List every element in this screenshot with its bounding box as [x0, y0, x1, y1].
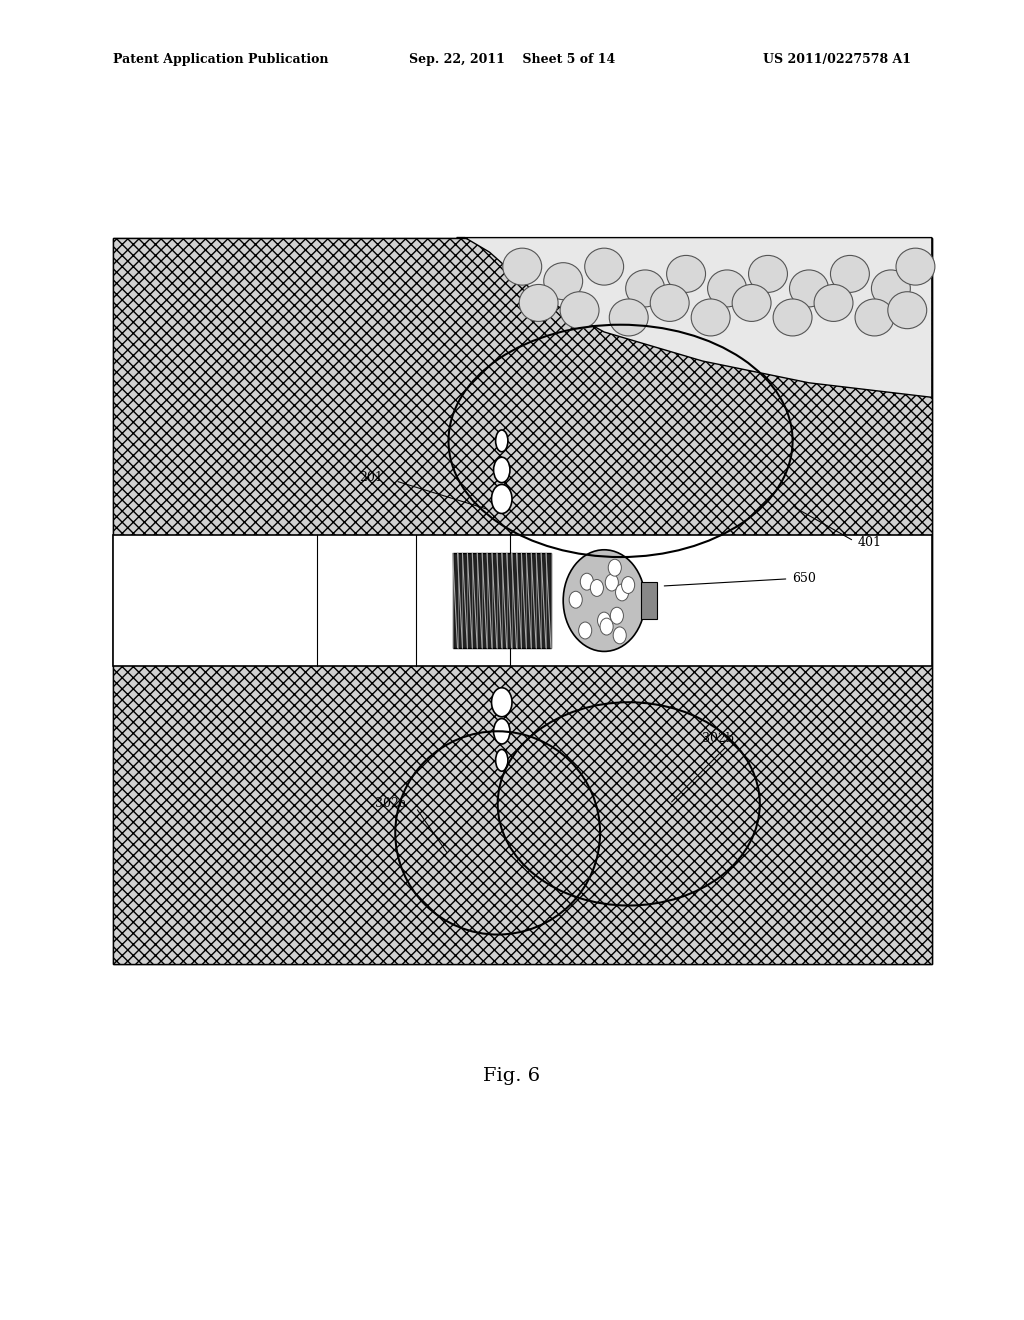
- Bar: [113, 536, 932, 665]
- Polygon shape: [457, 238, 932, 397]
- Ellipse shape: [691, 298, 730, 337]
- Circle shape: [608, 560, 622, 576]
- Ellipse shape: [888, 292, 927, 329]
- Circle shape: [610, 607, 624, 624]
- Text: 302b: 302b: [702, 733, 734, 744]
- Ellipse shape: [494, 457, 510, 483]
- Bar: [453, 553, 551, 648]
- Ellipse shape: [503, 248, 542, 285]
- Ellipse shape: [650, 285, 689, 322]
- Ellipse shape: [496, 750, 508, 771]
- Ellipse shape: [560, 292, 599, 329]
- Text: 302a: 302a: [375, 797, 407, 810]
- Ellipse shape: [896, 248, 935, 285]
- Ellipse shape: [544, 263, 583, 300]
- Ellipse shape: [708, 269, 746, 306]
- Ellipse shape: [492, 688, 512, 717]
- Ellipse shape: [855, 298, 894, 337]
- Circle shape: [569, 591, 583, 609]
- Text: Patent Application Publication: Patent Application Publication: [113, 53, 328, 66]
- Ellipse shape: [790, 269, 828, 306]
- Ellipse shape: [749, 256, 787, 293]
- Ellipse shape: [492, 484, 512, 513]
- Circle shape: [579, 622, 592, 639]
- Circle shape: [622, 577, 635, 594]
- Text: 401: 401: [858, 536, 882, 549]
- Bar: [113, 238, 932, 964]
- Ellipse shape: [871, 269, 910, 306]
- Text: 201: 201: [359, 471, 383, 483]
- Circle shape: [600, 618, 613, 635]
- Circle shape: [598, 612, 610, 630]
- Ellipse shape: [494, 718, 510, 744]
- Text: Fig. 6: Fig. 6: [483, 1067, 541, 1085]
- Ellipse shape: [585, 248, 624, 285]
- Ellipse shape: [496, 430, 508, 451]
- Ellipse shape: [609, 298, 648, 337]
- Ellipse shape: [563, 549, 645, 652]
- Ellipse shape: [830, 256, 869, 293]
- Circle shape: [605, 574, 618, 591]
- Ellipse shape: [519, 285, 558, 322]
- Ellipse shape: [773, 298, 812, 337]
- Ellipse shape: [667, 256, 706, 293]
- Circle shape: [613, 627, 627, 644]
- Text: US 2011/0227578 A1: US 2011/0227578 A1: [763, 53, 911, 66]
- Circle shape: [591, 579, 603, 597]
- Bar: [641, 582, 657, 619]
- Ellipse shape: [626, 269, 665, 306]
- Text: 650: 650: [793, 573, 816, 585]
- Ellipse shape: [814, 285, 853, 322]
- Bar: [113, 238, 932, 964]
- Text: Sep. 22, 2011    Sheet 5 of 14: Sep. 22, 2011 Sheet 5 of 14: [409, 53, 615, 66]
- Circle shape: [581, 573, 593, 590]
- Ellipse shape: [732, 285, 771, 322]
- Circle shape: [615, 583, 629, 601]
